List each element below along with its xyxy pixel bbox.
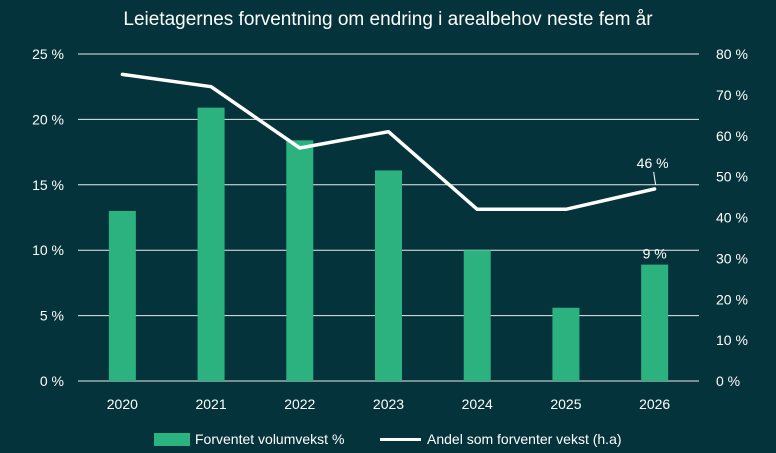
bar-2026 xyxy=(641,264,669,381)
x-tick-label: 2024 xyxy=(462,396,493,412)
right-tick-label: 30 % xyxy=(716,250,748,266)
legend-line-label: Andel som forventer vekst (h.a) xyxy=(427,431,622,447)
right-tick-label: 50 % xyxy=(716,169,748,185)
right-tick-label: 0 % xyxy=(716,373,740,389)
data-labels: 9 % 46 % xyxy=(637,155,669,262)
legend-bar-swatch xyxy=(154,433,190,446)
right-tick-label: 70 % xyxy=(716,87,748,103)
legend-bar-label: Forventet volumvekst % xyxy=(195,431,344,447)
right-tick-label: 40 % xyxy=(716,210,748,226)
left-tick-label: 5 % xyxy=(40,308,64,324)
bar-2024 xyxy=(463,250,491,381)
right-y-axis: 0 % 10 % 20 % 30 % 40 % 50 % 60 % 70 % 80 % xyxy=(716,46,748,389)
bar-2021 xyxy=(197,107,225,382)
x-tick-label: 2025 xyxy=(550,396,581,412)
bar-2025 xyxy=(552,307,580,381)
right-tick-label: 10 % xyxy=(716,332,748,348)
bar-2022 xyxy=(286,140,314,381)
left-tick-label: 10 % xyxy=(32,242,64,258)
line-series xyxy=(120,72,657,212)
bar-series xyxy=(108,107,669,382)
bar-data-label: 9 % xyxy=(643,246,667,262)
x-tick-label: 2022 xyxy=(284,396,315,412)
left-tick-label: 15 % xyxy=(32,177,64,193)
line-label-leader xyxy=(653,171,657,185)
left-tick-label: 0 % xyxy=(40,373,64,389)
right-tick-label: 20 % xyxy=(716,291,748,307)
left-tick-label: 20 % xyxy=(32,111,64,127)
x-tick-label: 2020 xyxy=(107,396,138,412)
line-data-label: 46 % xyxy=(637,155,669,171)
left-tick-label: 25 % xyxy=(32,46,64,62)
bar-2020 xyxy=(108,210,136,381)
chart-title: Leietagernes forventning om endring i ar… xyxy=(123,9,653,30)
x-tick-label: 2026 xyxy=(639,396,670,412)
legend: Forventet volumvekst % Andel som forvent… xyxy=(154,431,622,447)
right-tick-label: 80 % xyxy=(716,46,748,62)
x-axis: 2020 2021 2022 2023 2024 2025 2026 xyxy=(107,396,671,412)
left-y-axis: 0 % 5 % 10 % 15 % 20 % 25 % xyxy=(32,46,64,389)
x-tick-label: 2021 xyxy=(195,396,226,412)
x-tick-label: 2023 xyxy=(373,396,404,412)
bar-2023 xyxy=(375,170,402,381)
right-tick-label: 60 % xyxy=(716,128,748,144)
